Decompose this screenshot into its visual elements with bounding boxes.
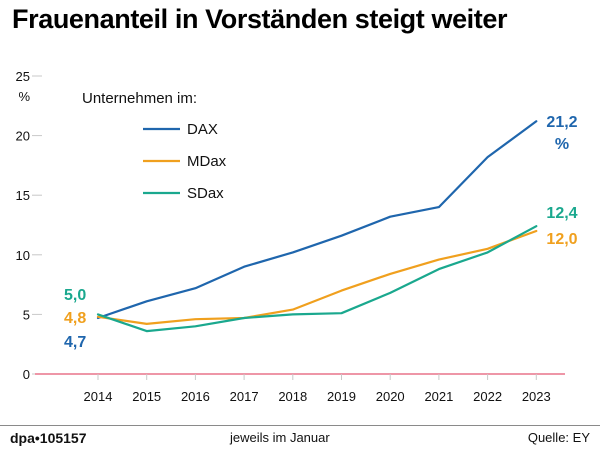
x-tick-label: 2015 — [132, 389, 161, 404]
y-tick-label: 5 — [23, 307, 30, 322]
footer-note: jeweils im Januar — [230, 430, 330, 445]
line-chart: 0 5 10 15 20 25% 2014 2015 2016 2017 2018 2019 2020 2… — [16, 69, 578, 404]
series-line-sdax — [96, 225, 538, 333]
x-tick-label: 2019 — [327, 389, 356, 404]
footer-source: Quelle: EY — [527, 430, 590, 445]
data-label-unit-dax: % — [555, 136, 569, 153]
chart-title: Frauenanteil in Vorständen steigt weiter — [12, 4, 508, 34]
data-label-sdax-end: 12,4 — [546, 205, 577, 222]
x-tick-label: 2016 — [181, 389, 210, 404]
data-label-dax-start: 4,7 — [64, 334, 86, 351]
y-tick-label: 25 — [16, 69, 30, 84]
y-tick-label: 15 — [16, 188, 30, 203]
legend-label-mdax: MDax — [187, 153, 227, 170]
legend-label-dax: DAX — [187, 121, 218, 138]
data-label-mdax-start: 4,8 — [64, 310, 86, 327]
x-tick-label: 2023 — [522, 389, 551, 404]
x-tick-label: 2020 — [376, 389, 405, 404]
y-axis-unit: % — [18, 89, 30, 104]
data-label-dax-end: 21,2 — [546, 114, 577, 131]
x-tick-label: 2021 — [424, 389, 453, 404]
footer-brand: dpa•105157 — [10, 430, 87, 446]
series-line-dax — [96, 120, 538, 320]
data-label-sdax-start: 5,0 — [64, 287, 86, 304]
series-line-mdax — [96, 229, 538, 325]
x-tick-label: 2018 — [278, 389, 307, 404]
legend-label-sdax: SDax — [187, 185, 224, 202]
x-tick-label: 2014 — [84, 389, 113, 404]
legend-title: Unternehmen im: — [82, 90, 197, 107]
footer-divider — [0, 425, 600, 426]
x-tick-label: 2017 — [230, 389, 259, 404]
data-label-mdax-end: 12,0 — [546, 231, 577, 248]
x-tick-label: 2022 — [473, 389, 502, 404]
y-tick-label: 10 — [16, 248, 30, 263]
y-tick-label: 0 — [23, 367, 30, 382]
y-tick-label: 20 — [16, 129, 30, 144]
